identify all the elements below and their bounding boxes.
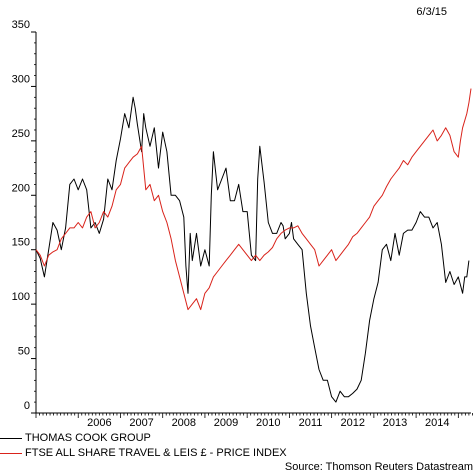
legend-swatch-1 <box>0 437 22 439</box>
x-tick-label-2013: 2013 <box>383 417 407 429</box>
y-tick-label-50: 50 <box>18 346 30 358</box>
x-tick-label-2012: 2012 <box>341 417 365 429</box>
y-tick-label-0: 0 <box>24 400 30 412</box>
y-tick-label-300: 300 <box>12 73 30 85</box>
legend-swatch-2 <box>0 452 22 454</box>
series-line-1 <box>35 96 470 403</box>
chart-date-label: 6/3/15 <box>416 6 447 18</box>
y-tick-label-200: 200 <box>12 182 30 194</box>
legend-label-1: THOMAS COOK GROUP <box>25 432 151 444</box>
x-tick-label-2007: 2007 <box>129 417 153 429</box>
x-tick-label-2008: 2008 <box>172 417 196 429</box>
legend-label-2: FTSE ALL SHARE TRAVEL & LEIS £ - PRICE I… <box>25 447 287 459</box>
x-tick-label-2009: 2009 <box>214 417 238 429</box>
y-tick-label-250: 250 <box>12 128 30 140</box>
legend-item-2: FTSE ALL SHARE TRAVEL & LEIS £ - PRICE I… <box>0 447 287 460</box>
legend-item-1: THOMAS COOK GROUP <box>0 432 151 445</box>
series-line-2 <box>35 88 472 311</box>
y-tick-label-350: 350 <box>12 19 30 31</box>
y-tick-label-150: 150 <box>12 237 30 249</box>
y-tick-label-100: 100 <box>12 291 30 303</box>
x-tick-label-2014: 2014 <box>425 417 449 429</box>
source-note: Source: Thomson Reuters Datastream <box>284 461 473 473</box>
y-axis: 0 50 100 150 200 250 300 350 <box>12 19 37 414</box>
x-tick-label-2011: 2011 <box>299 417 323 429</box>
x-tick-label-2006: 2006 <box>87 417 111 429</box>
x-axis: 2006 2007 2008 2009 2010 2011 2012 2013 2014 <box>35 412 473 429</box>
x-tick-label-2010: 2010 <box>256 417 280 429</box>
series-layer <box>35 88 472 403</box>
